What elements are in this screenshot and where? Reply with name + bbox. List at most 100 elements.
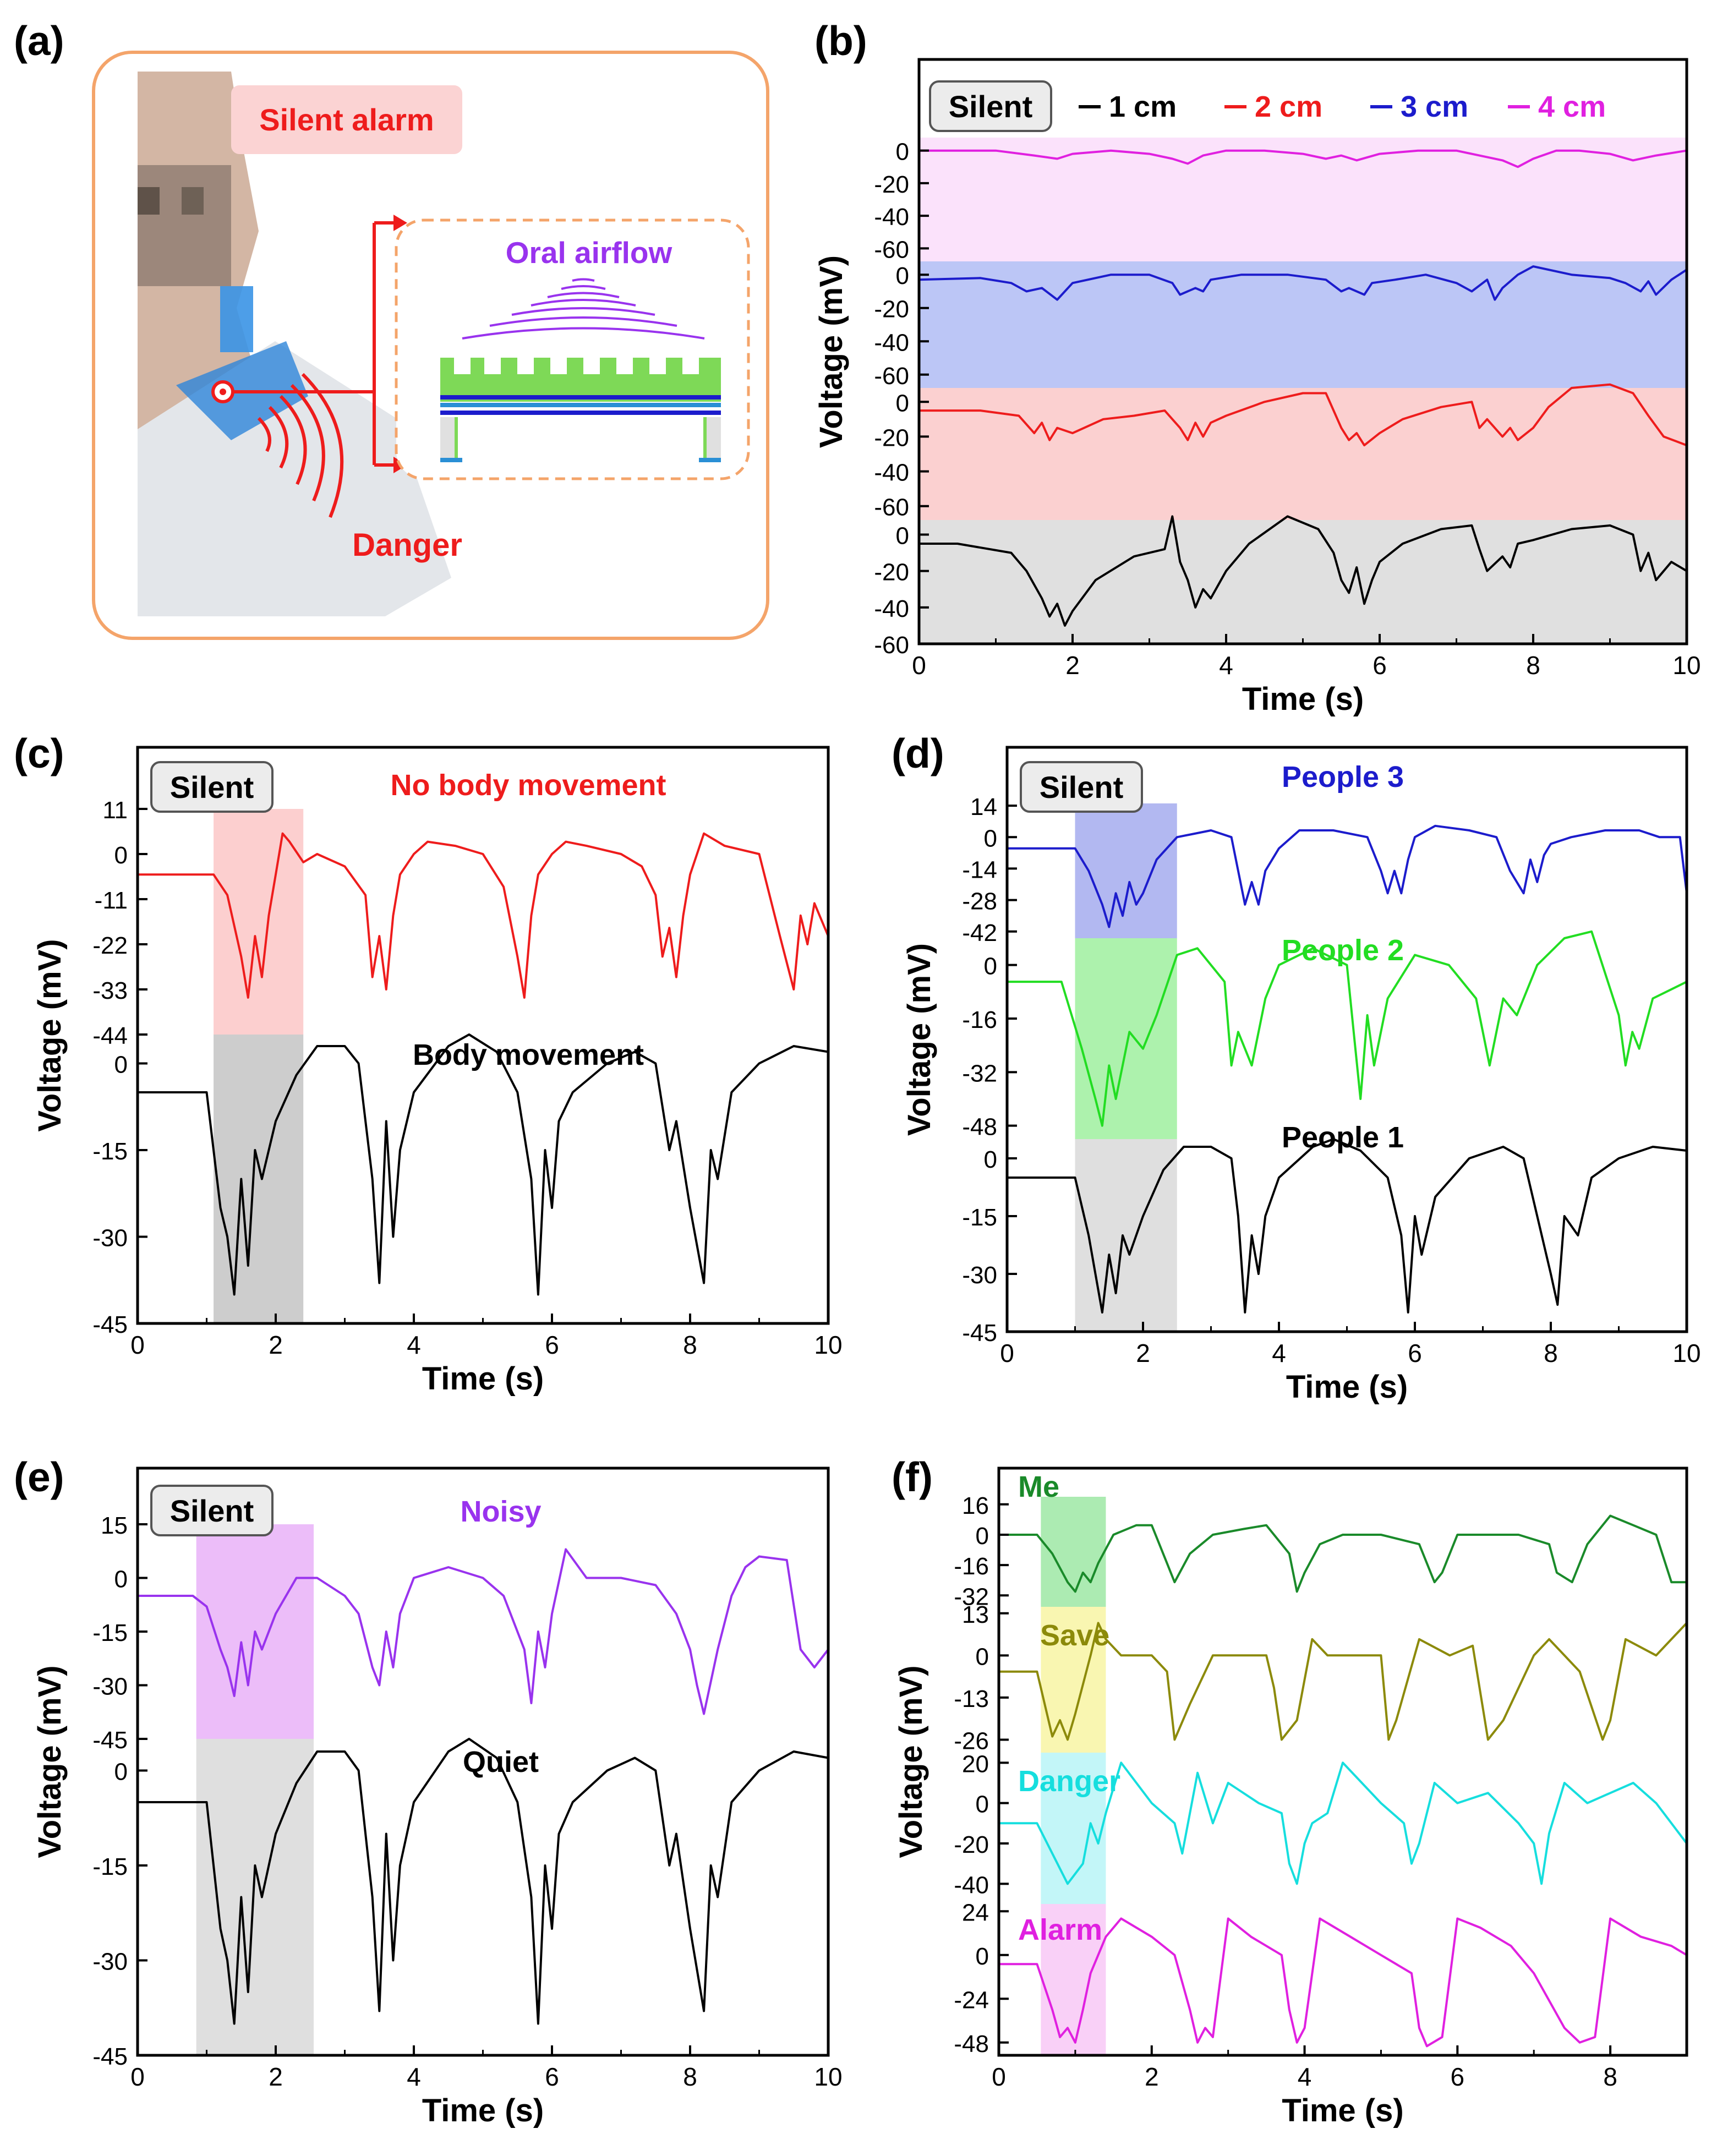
series-label: Me [1018, 1470, 1059, 1503]
panel-label-c: (c) [14, 730, 64, 776]
y-tick-label: 0 [114, 1759, 128, 1786]
y-axis-label: Voltage (mV) [32, 1665, 68, 1858]
series-line-alarm [999, 1917, 1688, 2048]
y-tick-label: -16 [962, 1006, 997, 1033]
x-tick-label: 10 [1672, 651, 1700, 680]
x-tick-label: 4 [1272, 1339, 1286, 1367]
x-tick-label: 0 [130, 1331, 145, 1359]
series-label: Save [1040, 1619, 1109, 1652]
series-label: Danger [1018, 1765, 1120, 1798]
x-axis-label: Time (s) [422, 1361, 544, 1397]
x-axis-label: Time (s) [422, 2093, 544, 2128]
band-background [919, 520, 1687, 644]
y-tick-label: -60 [874, 632, 909, 659]
y-tick-label: -44 [92, 1022, 128, 1049]
y-tick-label: -45 [92, 2043, 128, 2070]
x-tick-label: 10 [814, 1331, 842, 1359]
y-tick-label: 0 [976, 1791, 989, 1818]
silent-badge-label: Silent [170, 1493, 254, 1528]
x-tick-label: 8 [683, 1331, 697, 1359]
series-line-save [999, 1622, 1688, 1741]
highlight-region [1041, 1607, 1106, 1753]
y-tick-label: -40 [954, 1872, 989, 1898]
highlight-region [1075, 938, 1177, 1139]
y-tick-label: -26 [954, 1727, 989, 1754]
y-tick-label: -20 [874, 296, 909, 323]
danger-waves [257, 373, 344, 518]
y-tick-label: -60 [874, 494, 909, 521]
silent-badge [929, 80, 1052, 132]
y-tick-label: -15 [962, 1204, 997, 1231]
y-tick-label: -16 [954, 1553, 989, 1580]
y-tick-label: -20 [874, 171, 909, 198]
y-tick-label: -60 [874, 363, 909, 390]
y-axis-label: Voltage (mV) [813, 255, 849, 448]
y-tick-label: -30 [92, 1225, 128, 1252]
y-tick-label: -45 [92, 1727, 128, 1754]
series-label: People 2 [1282, 934, 1404, 967]
series-line-noisy [138, 1548, 829, 1715]
sensor-device [440, 358, 721, 462]
silent-badge [150, 1485, 274, 1536]
series-label: Noisy [460, 1495, 541, 1528]
y-tick-label: 0 [896, 390, 909, 417]
x-tick-label: 4 [407, 1331, 421, 1359]
panel-label-d: (d) [892, 730, 944, 776]
highlight-region [1041, 1753, 1106, 1904]
silent-badge-label: Silent [170, 770, 254, 805]
y-tick-label: 0 [984, 825, 997, 852]
x-tick-label: 2 [1065, 651, 1080, 680]
y-axis-label: Voltage (mV) [32, 939, 68, 1131]
highlight-region [214, 1035, 304, 1323]
x-axis-label: Time (s) [1282, 2093, 1403, 2128]
y-tick-label: -45 [92, 1311, 128, 1338]
legend-label: 3 cm [1401, 90, 1468, 123]
y-tick-label: 15 [101, 1512, 128, 1539]
y-tick-label: 0 [896, 522, 909, 549]
series-line-2-cm [919, 383, 1687, 447]
highlight-region [1041, 1904, 1106, 2055]
chart-b: 0-20-40-600-20-40-600-20-40-600-20-40-60… [813, 58, 1701, 717]
oral-airflow-label: Oral airflow [506, 236, 672, 270]
silent-alarm-label: Silent alarm [259, 102, 434, 137]
illustration-panel: Silent alarm Oral airflow [92, 51, 769, 640]
series-line-3-cm [918, 265, 1688, 301]
x-tick-label: 2 [269, 1331, 283, 1359]
series-label: Body movement [413, 1038, 644, 1071]
band-background [919, 261, 1687, 388]
y-tick-label: 0 [984, 1146, 997, 1173]
x-tick-label: 2 [1145, 2062, 1159, 2091]
y-tick-label: 0 [114, 842, 128, 869]
x-tick-label: 10 [814, 2062, 842, 2091]
x-tick-label: 8 [1526, 651, 1540, 680]
y-tick-label: -28 [962, 888, 997, 915]
airflow-arcs [462, 278, 705, 340]
panel-label-f: (f) [892, 1454, 933, 1500]
y-tick-label: 20 [962, 1750, 989, 1777]
y-tick-label: 0 [976, 1943, 989, 1970]
y-tick-label: -20 [874, 559, 909, 586]
y-tick-label: -40 [874, 204, 909, 231]
x-tick-label: 6 [1408, 1339, 1422, 1367]
y-tick-label: -33 [92, 977, 128, 1004]
y-tick-label: -40 [874, 329, 909, 356]
x-tick-label: 0 [912, 651, 926, 680]
series-line-danger [999, 1761, 1688, 1885]
x-tick-label: 4 [1298, 2062, 1312, 2091]
x-axis-label: Time (s) [1242, 681, 1364, 717]
series-line-people-3 [1007, 824, 1688, 928]
silent-alarm-box [231, 85, 462, 154]
y-tick-label: -40 [874, 459, 909, 486]
x-tick-label: 8 [683, 2062, 697, 2091]
x-tick-label: 6 [1451, 2062, 1465, 2091]
y-tick-label: -20 [954, 1831, 989, 1858]
x-tick-label: 0 [1000, 1339, 1014, 1367]
person-silhouette [138, 72, 451, 616]
x-tick-label: 4 [1219, 651, 1233, 680]
silent-badge-label: Silent [949, 89, 1032, 124]
panel-label-b: (b) [814, 18, 867, 64]
y-tick-label: -11 [95, 887, 128, 914]
